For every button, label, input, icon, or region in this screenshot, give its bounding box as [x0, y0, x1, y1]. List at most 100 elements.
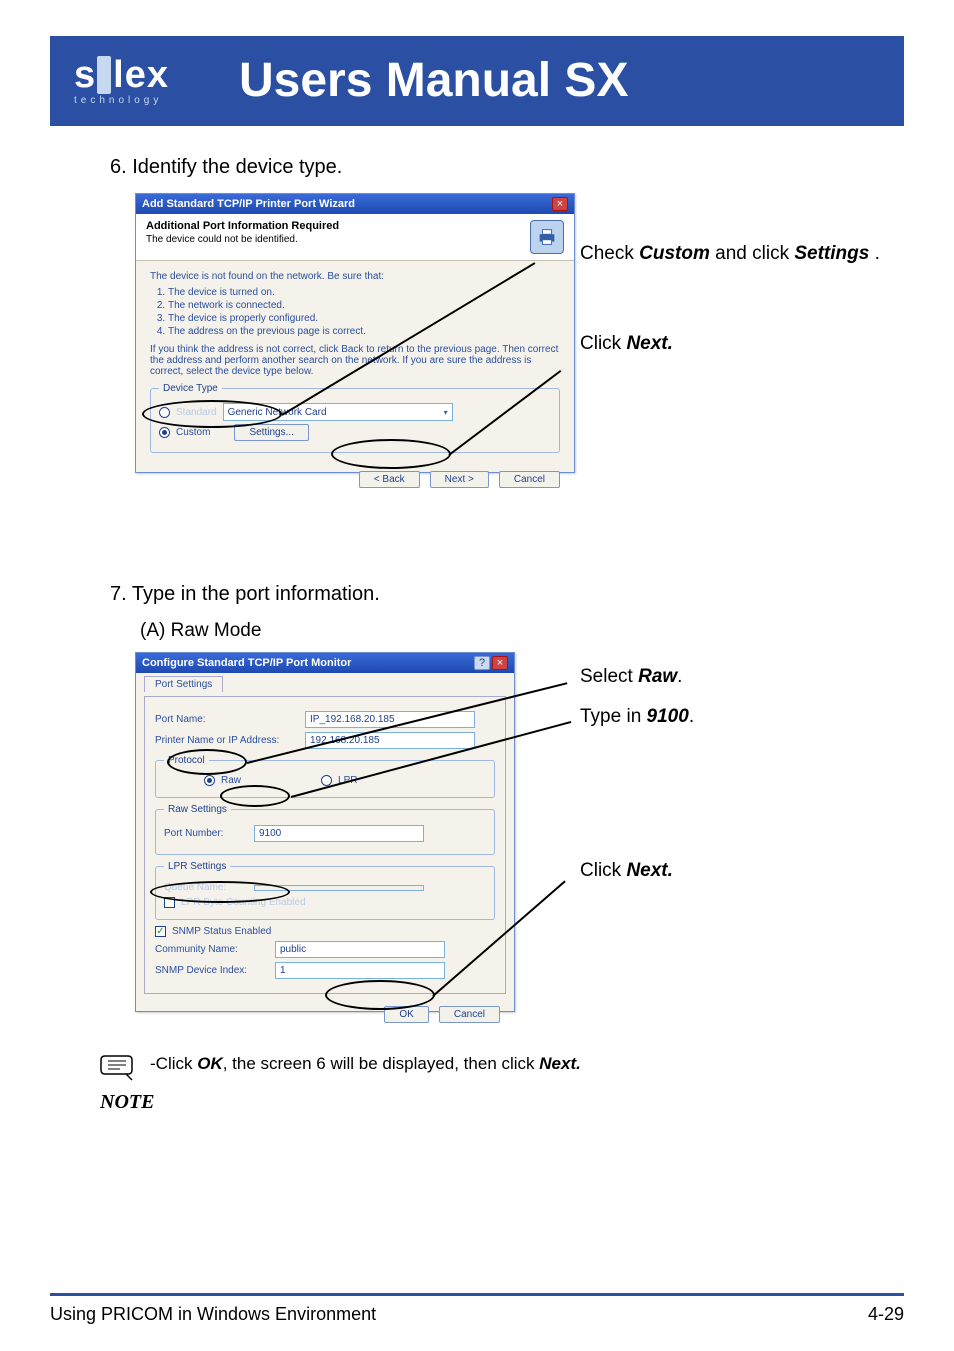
- cancel-button[interactable]: Cancel: [499, 471, 560, 488]
- printer-address-label: Printer Name or IP Address:: [155, 735, 295, 746]
- radio-raw[interactable]: [204, 775, 215, 786]
- logo-main: s lex: [74, 56, 169, 94]
- raw-settings-group: Raw Settings Port Number: 9100: [155, 804, 495, 855]
- logo-letter-i: [97, 56, 111, 94]
- port-monitor-titlebar-buttons: ? ×: [474, 656, 508, 670]
- wizard-dialog: Add Standard TCP/IP Printer Port Wizard …: [135, 193, 575, 473]
- note-label: NOTE: [100, 1091, 904, 1114]
- radio-custom-label: Custom: [176, 427, 210, 438]
- snmp-enabled-checkbox[interactable]: [155, 926, 166, 937]
- port-monitor-titlebar: Configure Standard TCP/IP Port Monitor ?…: [136, 653, 514, 673]
- printer-icon: [530, 220, 564, 254]
- wizard-titlebar-buttons: ×: [552, 197, 568, 211]
- port-number-label: Port Number:: [164, 828, 244, 839]
- annot-text: Type in: [580, 706, 647, 727]
- radio-custom[interactable]: [159, 427, 170, 438]
- port-monitor-footer: OK Cancel: [136, 998, 514, 1033]
- note-text: -Click OK, the screen 6 will be displaye…: [150, 1052, 581, 1076]
- community-field[interactable]: public: [275, 941, 445, 958]
- highlight-next: [331, 439, 451, 469]
- snmp-index-row: SNMP Device Index: 1: [155, 962, 495, 979]
- list-item: The network is connected.: [168, 299, 560, 312]
- wizard-titlebar: Add Standard TCP/IP Printer Port Wizard …: [136, 194, 574, 214]
- annotation-click-next: Click Next.: [580, 860, 673, 882]
- printer-address-row: Printer Name or IP Address: 192.168.20.1…: [155, 732, 495, 749]
- lpr-settings-legend: LPR Settings: [164, 861, 230, 872]
- settings-button[interactable]: Settings...: [234, 424, 308, 441]
- page-footer: Using PRICOM in Windows Environment 4-29: [50, 1293, 904, 1325]
- cancel-button[interactable]: Cancel: [439, 1006, 500, 1023]
- community-label: Community Name:: [155, 944, 265, 955]
- help-icon[interactable]: ?: [474, 656, 490, 670]
- annot-text: Click: [580, 333, 626, 354]
- wizard-head: Additional Port Information Required The…: [136, 214, 574, 261]
- annotation-custom-settings: Check Custom and click Settings .: [580, 243, 880, 265]
- annotation-click-next: Click Next.: [580, 333, 673, 355]
- note-text-bold: Next.: [539, 1054, 581, 1073]
- wizard-footer: < Back Next > Cancel: [136, 463, 574, 498]
- tab-port-settings[interactable]: Port Settings: [144, 676, 223, 692]
- highlight-custom-settings: [142, 400, 282, 428]
- radio-raw-label: Raw: [221, 775, 241, 786]
- logo-subtext: technology: [74, 96, 169, 106]
- annot-text: and click: [715, 243, 794, 264]
- wizard-body: The device is not found on the network. …: [136, 261, 574, 463]
- list-item: The device is properly configured.: [168, 312, 560, 325]
- step7-heading: 7. Type in the port information.: [110, 583, 904, 606]
- annot-text-bold: 9100: [647, 706, 689, 727]
- wizard-title: Add Standard TCP/IP Printer Port Wizard: [142, 198, 355, 210]
- device-type-legend: Device Type: [159, 383, 222, 394]
- community-row: Community Name: public: [155, 941, 495, 958]
- footer-right: 4-29: [868, 1304, 904, 1325]
- annotation-select-raw: Select Raw.: [580, 666, 682, 688]
- note-text-bold: OK: [197, 1054, 223, 1073]
- port-number-field[interactable]: 9100: [254, 825, 424, 842]
- snmp-index-label: SNMP Device Index:: [155, 965, 265, 976]
- note-text-part: , the screen 6 will be displayed, then c…: [223, 1054, 540, 1073]
- annot-text-bold: Custom: [639, 243, 710, 264]
- back-button[interactable]: < Back: [359, 471, 420, 488]
- note-icon-wrap: [100, 1052, 136, 1087]
- highlight-port-number: [220, 785, 290, 807]
- header-banner: s lex technology Users Manual SX: [50, 36, 904, 126]
- annot-text-bold: Next.: [626, 860, 672, 881]
- logo: s lex technology: [74, 56, 169, 106]
- step6-heading: 6. Identify the device type.: [110, 156, 904, 179]
- annot-text: Click: [580, 860, 626, 881]
- list-item: The device is turned on.: [168, 286, 560, 299]
- note-block: -Click OK, the screen 6 will be displaye…: [100, 1052, 904, 1087]
- port-monitor-dialog: Configure Standard TCP/IP Port Monitor ?…: [135, 652, 515, 1012]
- list-item: The address on the previous page is corr…: [168, 325, 560, 338]
- annot-text-bold: Raw: [638, 666, 677, 687]
- annot-text: .: [875, 243, 880, 264]
- snmp-enabled-row[interactable]: SNMP Status Enabled: [155, 926, 495, 937]
- highlight-snmp-enabled: [150, 881, 290, 903]
- chevron-down-icon: ▾: [444, 408, 448, 417]
- wizard-head-title: Additional Port Information Required: [146, 220, 339, 232]
- wizard-head-sub: The device could not be identified.: [146, 234, 339, 245]
- annot-text-bold: Next.: [626, 333, 672, 354]
- annot-text: .: [689, 706, 694, 727]
- annot-text-bold: Settings: [794, 243, 869, 264]
- port-name-label: Port Name:: [155, 714, 295, 725]
- snmp-index-field[interactable]: 1: [275, 962, 445, 979]
- highlight-raw-radio: [167, 749, 247, 775]
- page: s lex technology Users Manual SX 6. Iden…: [0, 0, 954, 1351]
- radio-raw-row[interactable]: Raw: [204, 775, 241, 786]
- wizard-body-intro: The device is not found on the network. …: [150, 271, 560, 282]
- port-number-row: Port Number: 9100: [164, 825, 486, 842]
- annot-text: Check: [580, 243, 639, 264]
- next-button[interactable]: Next >: [430, 471, 489, 488]
- logo-letters-lex: lex: [113, 56, 169, 94]
- close-icon[interactable]: ×: [552, 197, 568, 211]
- raw-settings-legend: Raw Settings: [164, 804, 231, 815]
- annot-text: .: [677, 666, 682, 687]
- port-monitor-tab: Port Settings: [136, 673, 514, 696]
- note-icon: [100, 1052, 136, 1087]
- annotation-type-9100: Type in 9100.: [580, 706, 694, 728]
- wizard-body-list: The device is turned on. The network is …: [168, 286, 560, 338]
- close-icon[interactable]: ×: [492, 656, 508, 670]
- annot-text: Select: [580, 666, 638, 687]
- banner-title: Users Manual SX: [239, 57, 628, 105]
- logo-letter-s: s: [74, 56, 95, 94]
